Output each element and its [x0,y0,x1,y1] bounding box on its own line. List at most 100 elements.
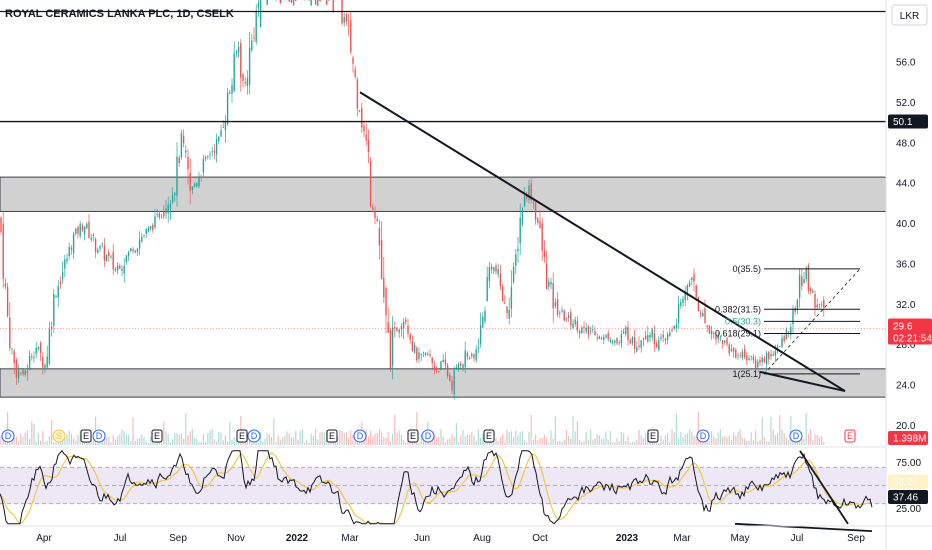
candle-body [673,325,675,329]
currency-button[interactable] [891,4,928,26]
earnings-marker [236,429,248,443]
candle-body [653,333,656,345]
candle-body [97,249,99,253]
candle-body [779,346,781,347]
volume-bar [31,421,33,445]
volume-badge-bg [888,431,928,445]
event-label: E [486,431,492,441]
volume-bar [546,437,548,445]
volume-bar [282,437,284,445]
candle-body [534,202,537,220]
volume-bar [596,433,598,445]
candle-body [354,69,356,77]
volume-bar [53,441,55,445]
candle-body [633,337,636,349]
volume-bar [744,438,746,445]
candle-body [405,319,407,323]
volume-bar [614,442,616,445]
volume-bar [275,442,277,445]
candle-body [343,16,345,23]
candle-body [662,334,664,338]
candle-body [605,335,607,338]
volume-bar [570,438,572,445]
candle-body [446,365,449,377]
volume-bar [603,438,605,445]
fib-label-1: 0.382(31.5) [715,304,761,314]
volume-bar [139,437,141,445]
candle-body [37,346,40,350]
event-label: E [847,431,853,441]
candle-body [721,340,724,345]
volume-bar [433,434,435,445]
volume-bar [341,430,343,445]
candle-body [647,335,649,342]
candle-body [783,336,785,342]
dividend-marker [696,429,710,443]
candle-body [48,329,51,364]
candle-body [473,354,475,359]
candle-body [398,329,400,333]
volume-bar [145,441,147,445]
volume-bar [304,442,306,445]
candle-body [372,207,374,210]
candle-body [574,319,576,325]
volume-bar [147,442,149,445]
candle-body [292,0,295,6]
candle-body [710,330,713,335]
volume-bar [51,420,53,445]
time-tick-label: Jun [414,533,430,544]
candle-body [259,0,262,28]
volume-bar [717,432,719,445]
price-tick-label: 36.0 [896,259,916,270]
candle-body [134,250,136,253]
candle-body [567,315,570,318]
volume-bar [719,429,721,445]
volume-bar [209,430,211,445]
volume-bar [220,432,222,445]
volume-bar [700,439,702,445]
candle-body [455,367,458,369]
volume-bar [112,435,114,445]
candle-body [218,136,220,141]
candle-body [603,337,605,340]
candle-body [468,357,471,359]
volume-bar [15,436,17,445]
candle-body [576,320,579,331]
candle-body [457,364,460,369]
volume-bar [724,435,726,445]
volume-bar [420,433,422,445]
candle-body [578,330,581,334]
candle-body [642,338,645,340]
volume-bar [561,441,563,445]
candle-body [400,326,403,330]
price-tick-label: 52.0 [896,98,916,109]
candle-body [310,0,312,6]
candle-body [141,237,143,242]
candle-body [691,277,693,281]
chart-title: ROYAL CERAMICS LANKA PLC, 1D, CSELK [5,8,234,20]
candle-body [257,2,260,8]
volume-bar [733,432,735,445]
volume-bar [471,432,473,445]
volume-bar [550,430,552,445]
volume-bar [785,437,787,445]
candle-body [53,294,55,326]
volume-bar [189,431,191,445]
volume-bar [273,418,275,445]
candle-body [6,286,9,317]
candle-body [35,347,37,354]
candle-body [200,177,202,178]
candle-body [479,325,482,344]
volume-bar [783,432,785,445]
volume-bar [378,429,380,445]
volume-bar [579,439,581,445]
candle-body [820,304,823,306]
volume-bar [75,440,77,445]
volume-bar [537,440,539,445]
candle-body [376,218,378,222]
candle-body [743,349,746,358]
volume-bar [218,431,220,445]
volume-bar [125,434,127,445]
candle-body [211,151,213,153]
price-badge-countdown: 02:21:54 [893,333,932,344]
